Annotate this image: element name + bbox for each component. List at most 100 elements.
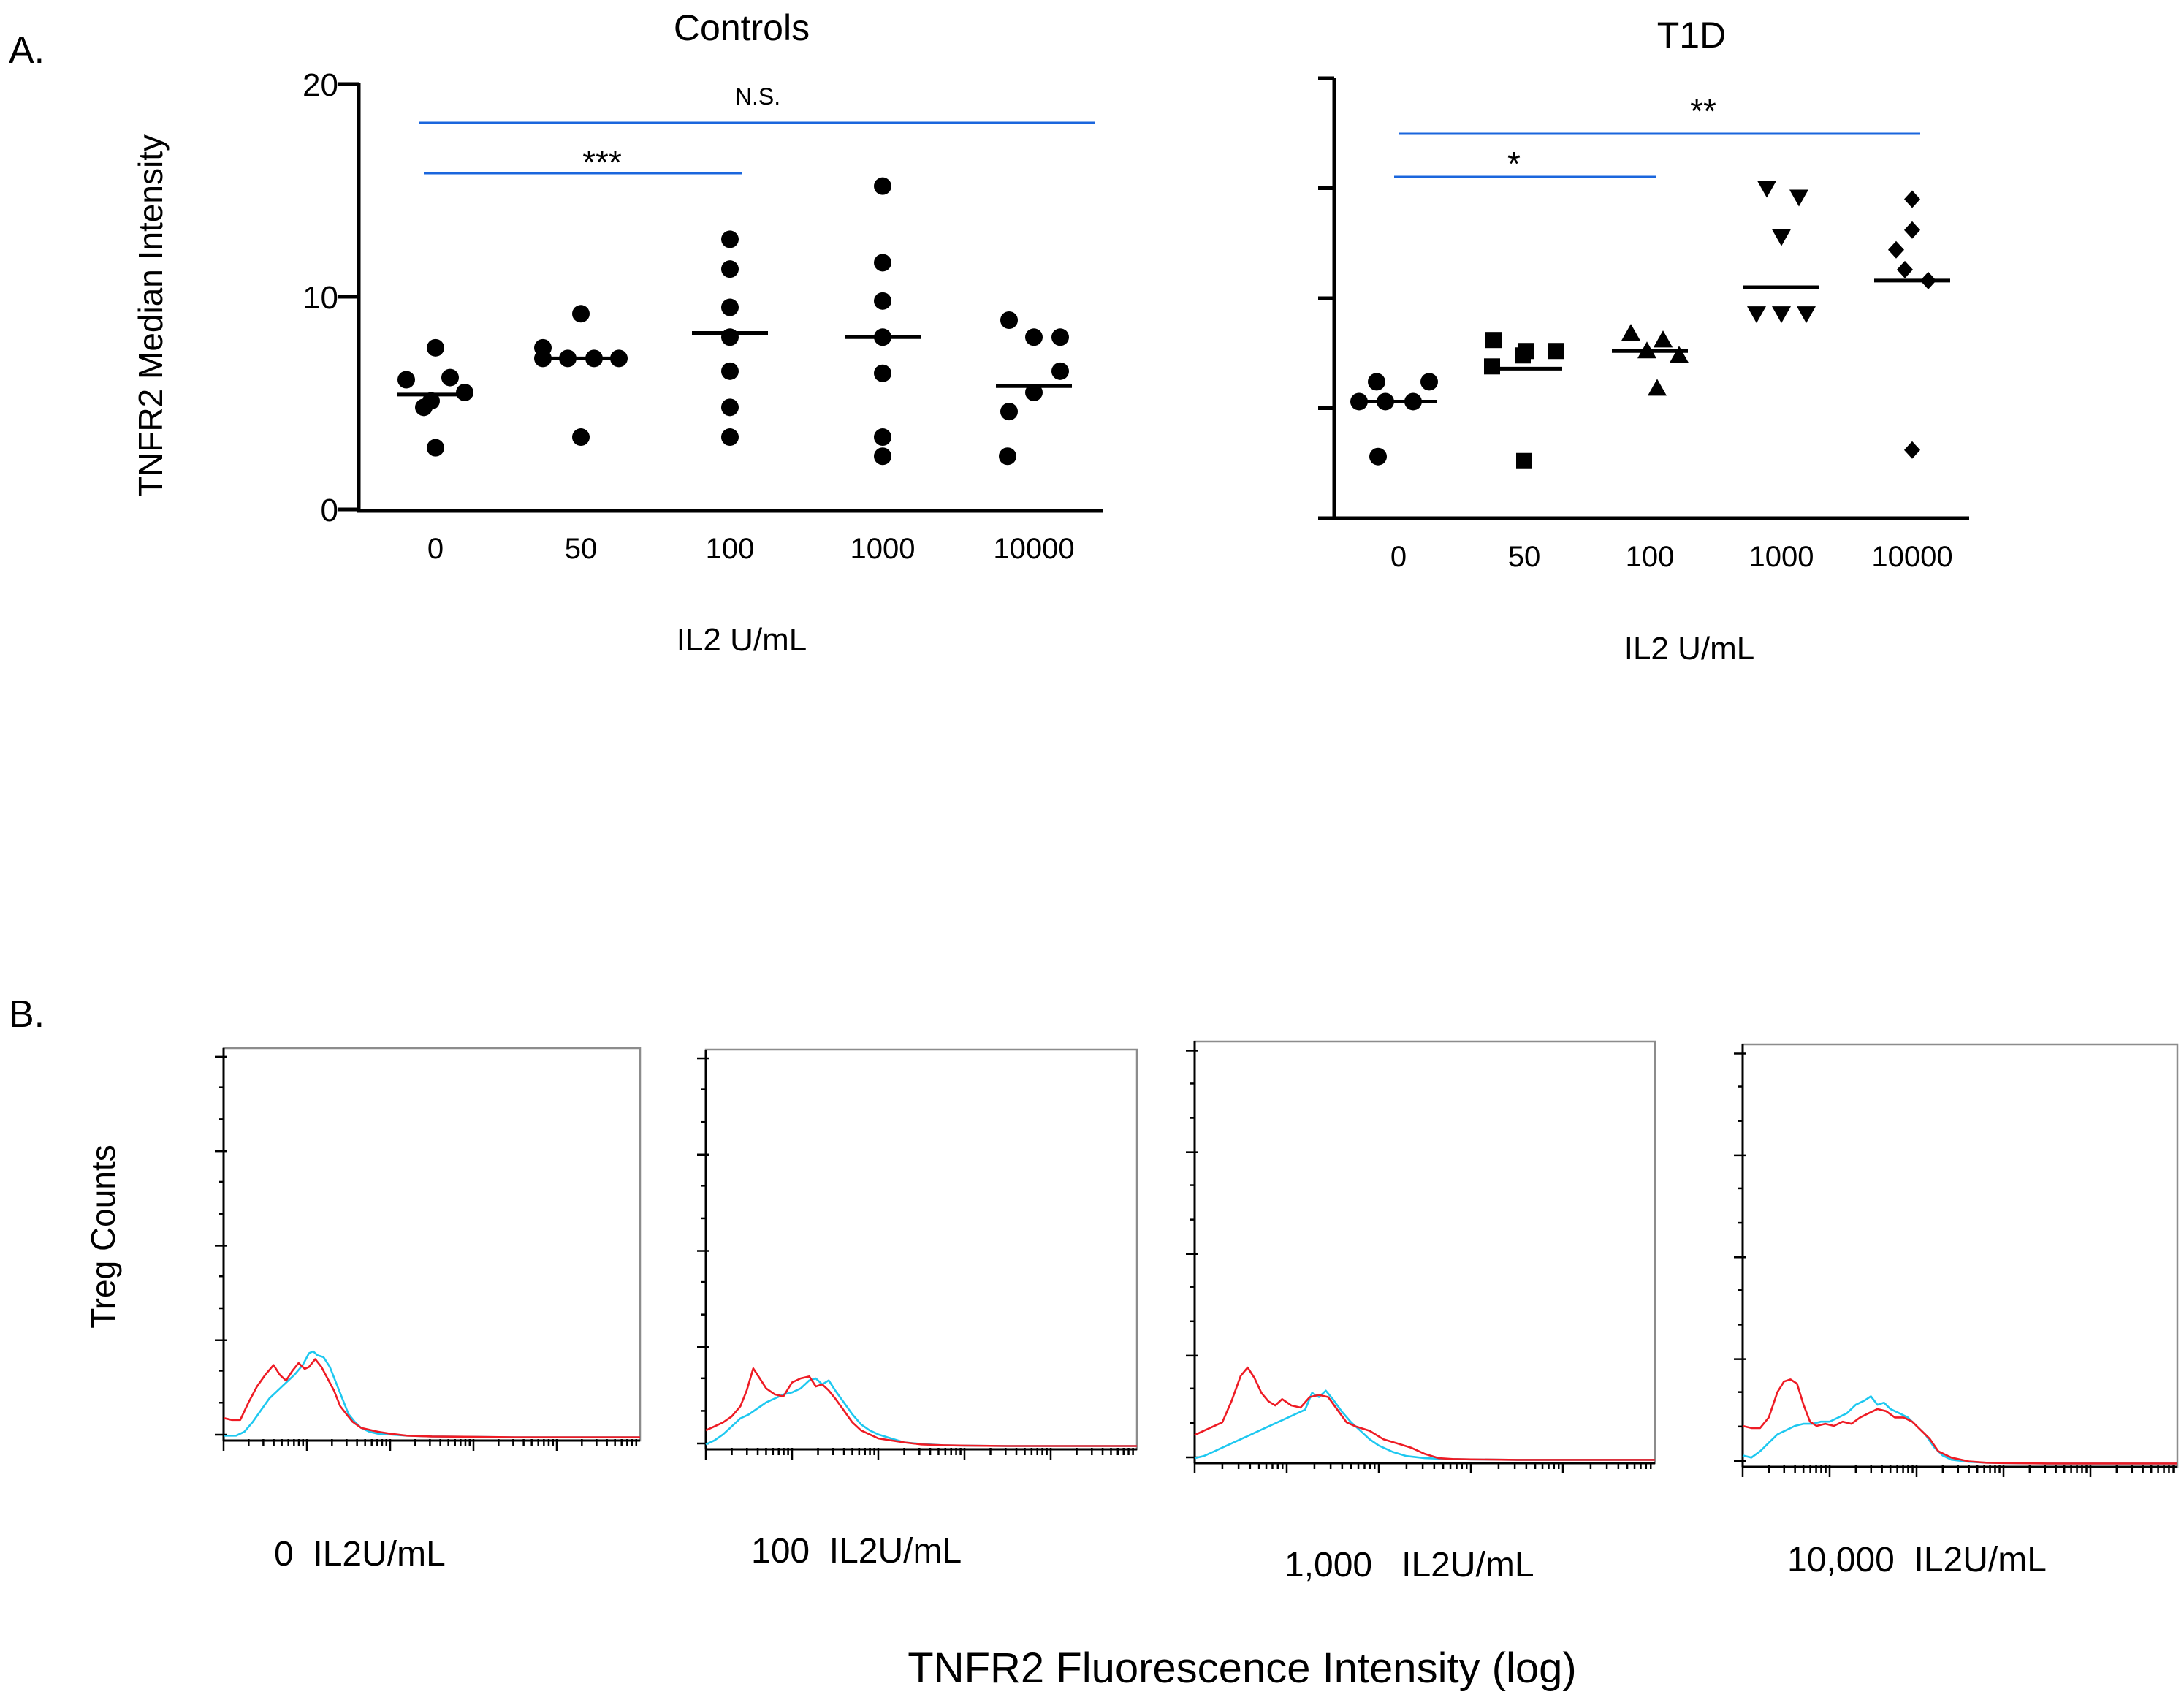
data-point xyxy=(1515,347,1531,364)
x-tick-label: 0 xyxy=(427,533,444,565)
y-tick-label: 0 xyxy=(321,493,338,528)
data-point xyxy=(441,368,459,387)
data-point xyxy=(721,230,739,248)
data-point xyxy=(874,428,891,447)
x-tick-label: 50 xyxy=(1508,541,1541,573)
data-point xyxy=(1368,373,1385,391)
data-point xyxy=(1772,306,1791,324)
histogram-panels: Treg Counts 0 IL2U/mL 100 IL2U/mL 1,000 IL… xyxy=(84,1040,2179,1692)
histogram-panel: 1,000 IL2U/mL xyxy=(1186,1040,1656,1585)
data-point xyxy=(721,298,739,316)
data-point xyxy=(874,254,891,272)
data-point xyxy=(1000,403,1018,421)
x-tick-label: 100 xyxy=(706,533,755,565)
panel-a-label: A. xyxy=(9,29,45,72)
data-point xyxy=(874,447,891,466)
significance-label: ** xyxy=(1690,92,1716,130)
histogram-cyan-series xyxy=(1742,1395,2177,1465)
histogram-panel: 10,000 IL2U/mL xyxy=(1734,1043,2179,1579)
data-point xyxy=(1654,330,1673,348)
data-point xyxy=(1888,240,1904,259)
data-point xyxy=(874,292,891,310)
histogram-red-series xyxy=(223,1358,640,1438)
data-point xyxy=(1757,181,1776,198)
significance-label: N.S. xyxy=(735,83,780,110)
controls-x-label: IL2 U/mL xyxy=(677,622,807,658)
data-point xyxy=(1051,362,1069,380)
data-point xyxy=(1484,358,1500,375)
data-point xyxy=(1516,452,1532,469)
t1d-x-label: IL2 U/mL xyxy=(1624,631,1755,667)
data-point xyxy=(1772,229,1791,246)
data-point xyxy=(397,371,415,389)
data-point xyxy=(1797,306,1816,324)
data-point xyxy=(1904,221,1920,239)
data-point xyxy=(999,447,1016,466)
histogram-panel: 0 IL2U/mL xyxy=(215,1047,642,1574)
data-point xyxy=(874,177,891,195)
histogram-red-series xyxy=(1742,1378,2177,1465)
histogram-frame xyxy=(1193,1040,1656,1465)
data-point xyxy=(1904,190,1920,208)
data-point xyxy=(1904,441,1920,459)
data-point xyxy=(1670,346,1689,363)
data-point xyxy=(1648,379,1667,396)
data-point xyxy=(1420,373,1438,391)
x-tick-label: 50 xyxy=(565,533,598,565)
x-tick-label: 10000 xyxy=(993,533,1074,565)
controls-title: Controls xyxy=(674,7,810,48)
data-point xyxy=(1548,343,1564,360)
data-point xyxy=(1897,260,1913,278)
histogram-red-series xyxy=(705,1367,1137,1447)
data-point xyxy=(721,328,739,346)
x-tick-label: 0 xyxy=(1390,541,1407,573)
x-tick-label: 10000 xyxy=(1871,541,1952,573)
hist-x-label: TNFR2 Fluorescence Intensity (log) xyxy=(908,1644,1576,1692)
data-point xyxy=(1051,328,1069,346)
data-point xyxy=(1789,189,1808,207)
data-point xyxy=(1025,383,1043,401)
histogram-panel: 100 IL2U/mL xyxy=(697,1048,1138,1571)
data-point xyxy=(721,362,739,380)
data-point xyxy=(1025,328,1043,346)
data-point xyxy=(1350,392,1368,411)
panel-b-label: B. xyxy=(9,993,45,1036)
histogram-condition-label: 0 IL2U/mL xyxy=(274,1535,446,1574)
histogram-condition-label: 1,000 IL2U/mL xyxy=(1285,1546,1534,1585)
data-point xyxy=(1747,306,1766,324)
histogram-condition-label: 10,000 IL2U/mL xyxy=(1787,1541,2047,1579)
data-point xyxy=(456,383,473,401)
histogram-red-series xyxy=(1194,1366,1655,1461)
hist-y-label: Treg Counts xyxy=(84,1145,122,1328)
data-point xyxy=(427,338,444,357)
data-point xyxy=(415,398,433,417)
t1d-chart: T1D 0 50 100 1000 10000*** IL2 U/mL xyxy=(1318,15,1969,667)
data-point xyxy=(572,428,590,447)
data-point xyxy=(1369,447,1387,466)
data-point xyxy=(427,439,444,457)
histogram-cyan-series xyxy=(705,1377,1137,1447)
data-point xyxy=(1000,311,1018,330)
y-axis-label-a: TNFR2 Median Intensity xyxy=(132,134,170,497)
controls-chart: Controls 0 10 20 0 50 100 1000 10000 *** N.S. IL2… xyxy=(303,7,1103,658)
data-point xyxy=(721,398,739,417)
data-point xyxy=(721,260,739,278)
data-point xyxy=(1485,332,1502,349)
data-point xyxy=(1621,324,1640,341)
histogram-frame xyxy=(704,1048,1138,1451)
t1d-title: T1D xyxy=(1657,15,1726,56)
data-point xyxy=(721,428,739,447)
x-tick-label: 1000 xyxy=(1749,541,1814,573)
significance-label: * xyxy=(1507,145,1521,183)
y-tick-label: 10 xyxy=(303,280,338,316)
data-point xyxy=(874,364,891,382)
histogram-condition-label: 100 IL2U/mL xyxy=(751,1532,962,1571)
x-tick-label: 100 xyxy=(1626,541,1675,573)
histogram-frame xyxy=(1741,1043,2179,1468)
y-tick-label: 20 xyxy=(303,67,338,103)
x-tick-label: 1000 xyxy=(851,533,916,565)
data-point xyxy=(572,305,590,323)
histogram-cyan-series xyxy=(1194,1389,1655,1461)
significance-label: *** xyxy=(582,143,622,181)
